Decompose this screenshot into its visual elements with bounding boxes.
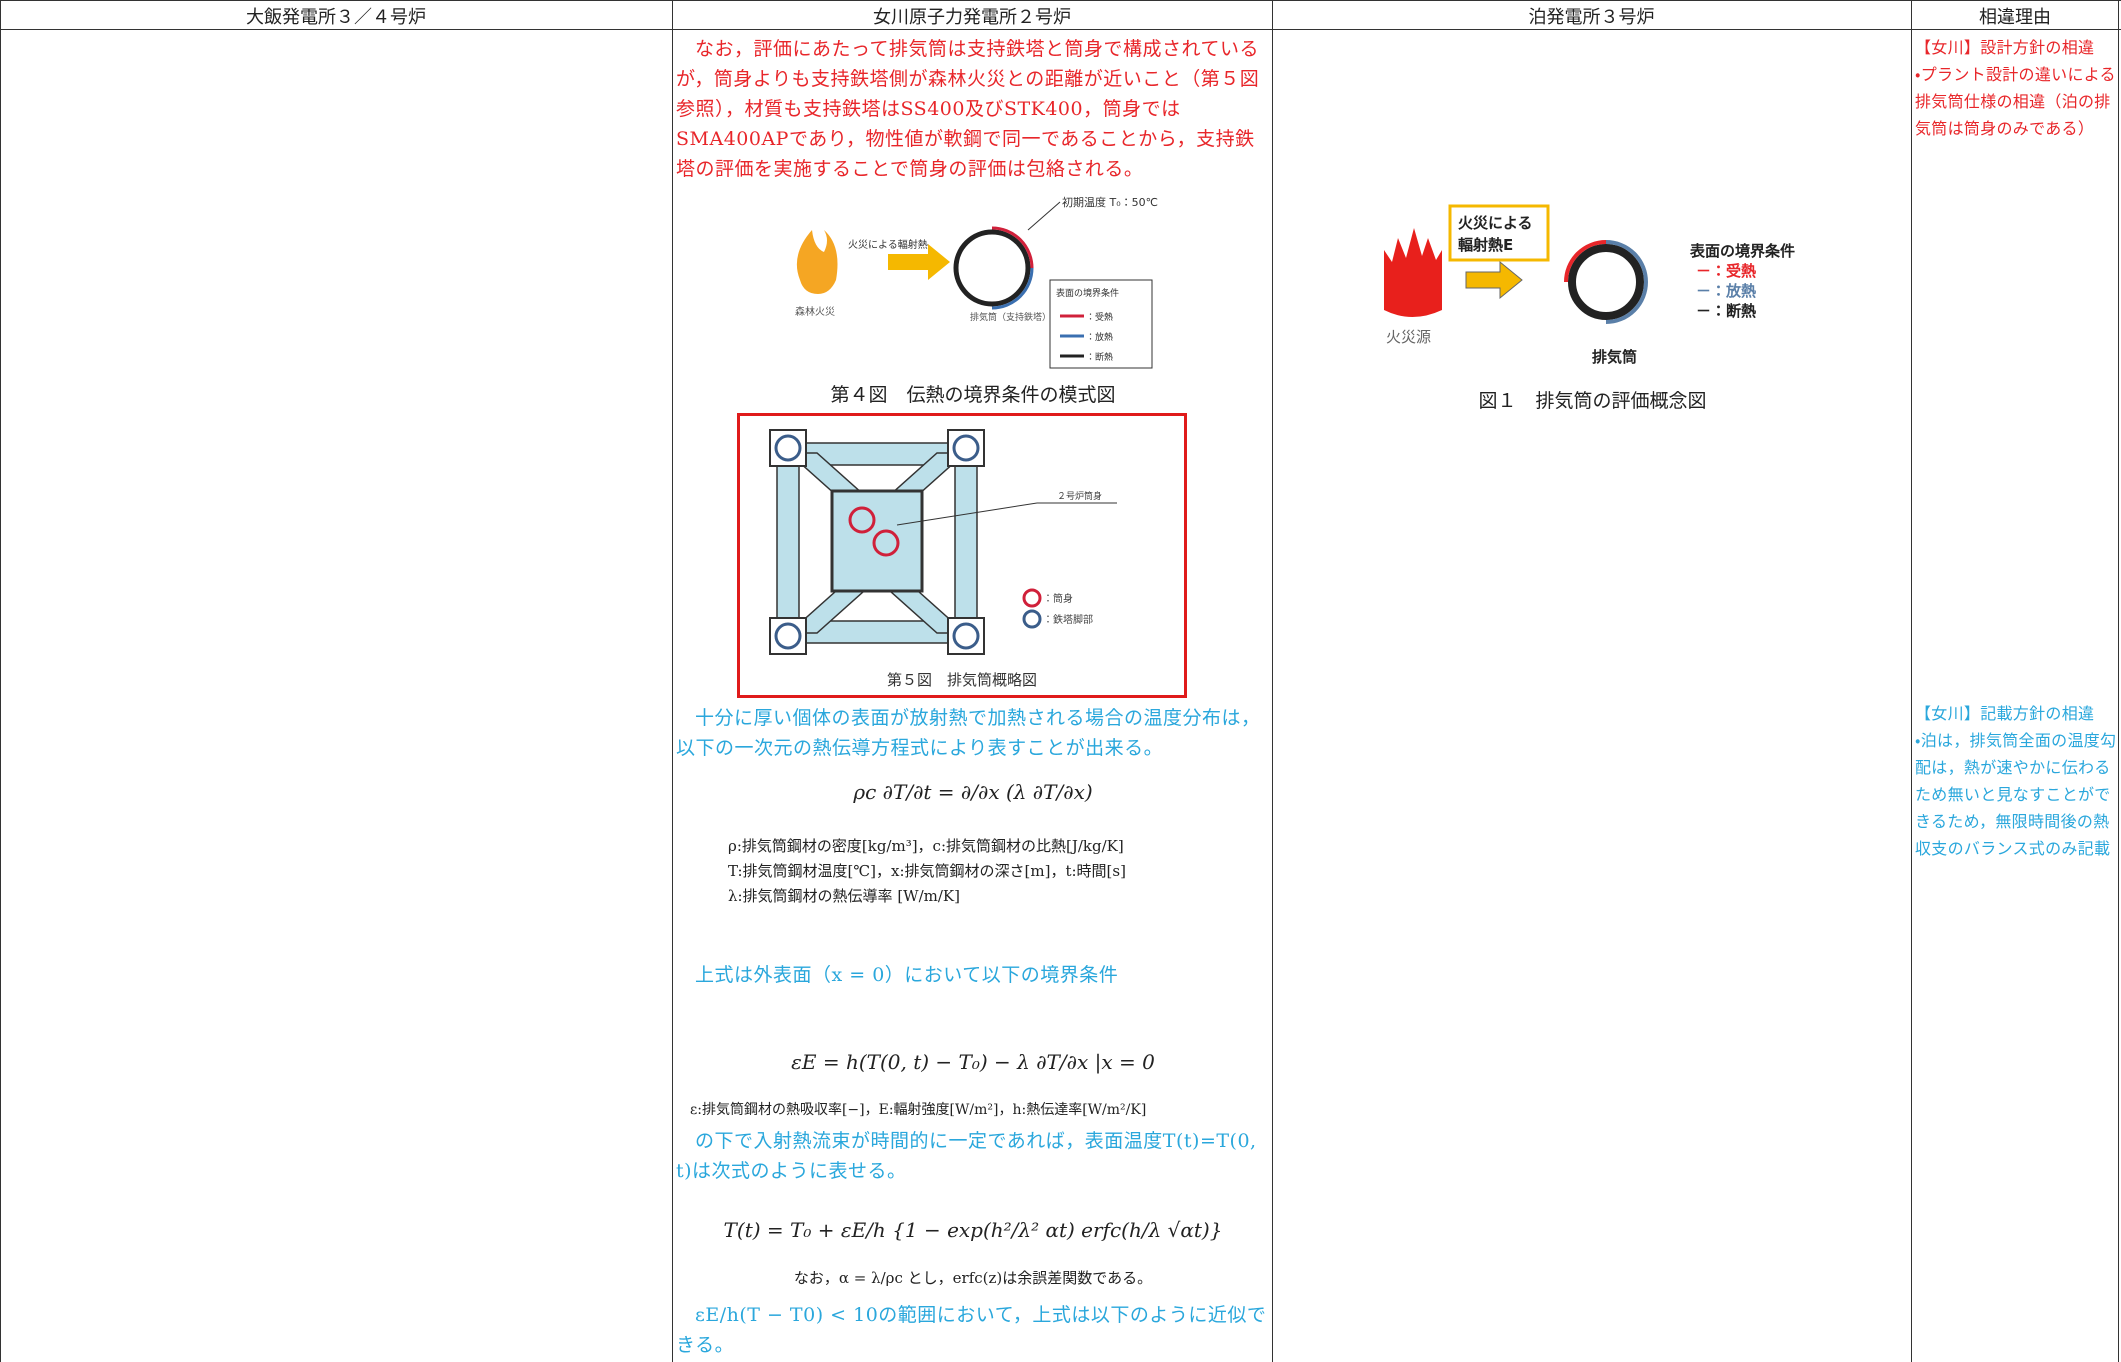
definition: ρ:排気筒鋼材の密度[kg/m³]，c:排気筒鋼材の比熱[J/kg/K]: [728, 837, 1124, 855]
label: 輻射熱E: [1458, 236, 1513, 254]
arc: [991, 267, 1034, 310]
caption: 図１ 排気筒の評価概念図: [1478, 390, 1707, 412]
legend-label: －：断熱: [1696, 302, 1756, 320]
equation: ρc ∂T/∂t = ∂/∂x (λ ∂T/∂x): [853, 780, 1093, 804]
figure: 森林火災 火災による輻射熱 初期温度 T₀：50℃ 排気筒（支持鉄塔） 表面の境…: [795, 196, 1158, 369]
label-box: [1448, 204, 1550, 262]
definition: ε:排気筒鋼材の熱吸収率[−]，E:輻射強度[W/m²]，h:熱伝達率[W/m²…: [690, 1102, 1147, 1118]
arrow: [1465, 260, 1523, 300]
leader: [896, 502, 1038, 526]
stack-circle: [953, 229, 1031, 307]
legend-swatch: [1022, 609, 1042, 629]
paragraph: なお，評価にあたって排気筒は支持鉄塔と筒身で構成されているが，筒身よりも支持鉄塔…: [676, 38, 1260, 180]
label: 排気筒（支持鉄塔）: [970, 311, 1051, 323]
legend-title: 表面の境界条件: [1056, 287, 1119, 299]
arc: [1564, 240, 1607, 283]
label: 火災源: [1386, 328, 1431, 346]
stack-circle: [1568, 244, 1644, 320]
label: 初期温度 T₀：50℃: [1062, 196, 1158, 209]
paragraph: εE/h(T − T0) < 10の範囲において，上式は以下のように近似できる。: [676, 1304, 1267, 1356]
legend-label: －：受熱: [1696, 262, 1756, 280]
legend-label: ：受熱: [1086, 311, 1113, 323]
note: なお，α = λ/ρc とし，erfc(z)は余誤差関数である。: [793, 1269, 1153, 1287]
legend-label: －：放熱: [1696, 282, 1756, 300]
figure: 火災源 火災による 輻射熱E 排気筒 表面の境界条件 －：受熱 －：放熱 －：断…: [1384, 204, 1795, 366]
definition: T:排気筒鋼材温度[℃]，x:排気筒鋼材の深さ[m]，t:時間[s]: [728, 862, 1126, 880]
caption: 第５図 排気筒概略図: [887, 671, 1037, 689]
column-border: [0, 0, 2, 1362]
reason-title: 【女川】設計方針の相違: [1915, 38, 2095, 57]
header-cell: 大飯発電所３／４号炉: [246, 7, 426, 28]
figure: ２号炉筒身 ：筒身 ：鉄塔脚部 第５図 排気筒概略図: [737, 413, 1187, 698]
column-border: [2118, 0, 2120, 1362]
fire-icon: [796, 230, 838, 294]
reason-text: ・泊は，排気筒全面の温度勾配は，熱が速やかに伝わるため無いと見なすことができるた…: [1915, 731, 2117, 858]
legend-label: ：放熱: [1086, 331, 1113, 343]
paragraph: の下で入射熱流束が時間的に一定であれば，表面温度T(t)=T(0, t)は次式の…: [676, 1130, 1257, 1182]
legend-label: ：鉄塔脚部: [1043, 613, 1093, 626]
arrow: [888, 244, 950, 280]
reason-title: 【女川】記載方針の相違: [1915, 704, 2095, 723]
leader: [1027, 201, 1061, 231]
header-row: [0, 0, 2121, 30]
legend-title: 表面の境界条件: [1689, 242, 1795, 260]
column-border: [1911, 0, 1913, 1362]
header-cell: 泊発電所３号炉: [1528, 7, 1655, 28]
definition: λ:排気筒鋼材の熱伝導率 [W/m/K]: [728, 887, 960, 905]
header-cell: 女川原子力発電所２号炉: [873, 7, 1071, 28]
column-border: [672, 0, 674, 1362]
fire-icon: [1384, 228, 1442, 317]
legend-label: ：筒身: [1043, 592, 1073, 605]
arc: [991, 226, 1034, 269]
legend-box: [1049, 279, 1153, 369]
label: 森林火災: [795, 305, 835, 318]
column-border: [1272, 0, 1274, 1362]
label: 火災による: [1458, 214, 1533, 232]
header-cell: 相違理由: [1979, 7, 2051, 28]
equation: T(t) = T₀ + εE/h {1 − exp(h²/λ² αt) erfc…: [723, 1218, 1223, 1242]
label: 排気筒: [1592, 348, 1637, 366]
caption: 第４図 伝熱の境界条件の模式図: [830, 384, 1116, 406]
legend-swatch: [1022, 588, 1042, 608]
reason-text: ・プラント設計の違いによる排気筒仕様の相違（泊の排気筒は筒身のみである）: [1915, 65, 2116, 138]
label: ２号炉筒身: [1057, 490, 1102, 502]
arc: [1605, 240, 1648, 324]
label: 火災による輻射熱: [848, 238, 928, 251]
equation: εE = h(T(0, t) − T₀) − λ ∂T/∂x |x = 0: [791, 1050, 1155, 1074]
paragraph: 十分に厚い個体の表面が放射熱で加熱される場合の温度分布は，以下の一次元の熱伝導方…: [676, 707, 1261, 759]
paragraph: 上式は外表面（x = 0）において以下の境界条件: [695, 964, 1119, 986]
legend-label: ：断熱: [1086, 351, 1113, 363]
